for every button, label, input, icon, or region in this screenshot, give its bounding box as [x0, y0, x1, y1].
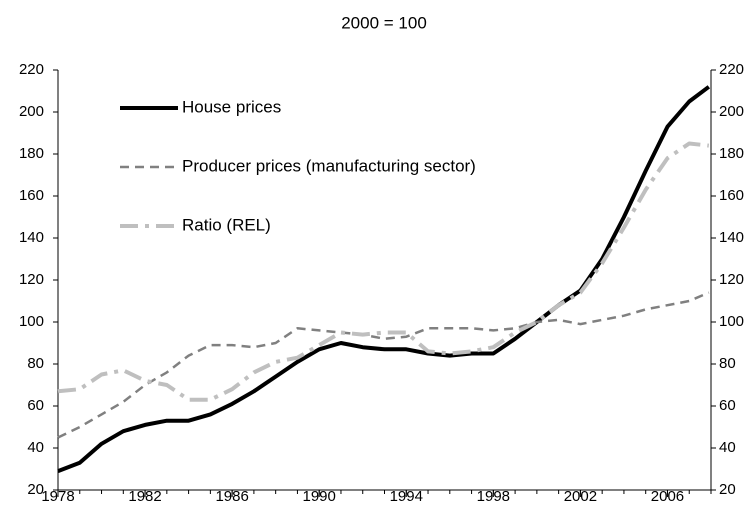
y2-tick-label: 160 — [719, 187, 744, 204]
y2-tick-label: 100 — [719, 313, 744, 330]
y-tick-label: 80 — [27, 355, 44, 372]
x-tick-label: 1978 — [41, 488, 74, 502]
y-tick-label: 160 — [19, 187, 44, 204]
y-tick-label: 100 — [19, 313, 44, 330]
y2-tick-label: 140 — [719, 229, 744, 246]
series-line — [57, 291, 710, 439]
legend-label: Producer prices (manufacturing sector) — [182, 156, 476, 175]
y-tick-label: 180 — [19, 145, 44, 162]
x-tick-label: 2006 — [651, 488, 684, 502]
y2-tick-label: 20 — [719, 481, 736, 498]
y-tick-label: 120 — [19, 271, 44, 288]
x-tick-label: 2002 — [564, 488, 597, 502]
y-tick-label: 200 — [19, 103, 44, 120]
y2-tick-label: 120 — [719, 271, 744, 288]
y2-tick-label: 80 — [719, 355, 736, 372]
series-line — [57, 141, 710, 402]
x-tick-label: 1990 — [303, 488, 336, 502]
x-tick-label: 1994 — [390, 488, 423, 502]
y2-tick-label: 220 — [719, 61, 744, 78]
series-line — [57, 85, 711, 473]
x-tick-label: 1982 — [128, 488, 161, 502]
y-tick-label: 40 — [27, 439, 44, 456]
y2-tick-label: 200 — [719, 103, 744, 120]
chart-title: 2000 = 100 — [341, 13, 427, 32]
y-tick-label: 20 — [27, 481, 44, 498]
y-tick-label: 220 — [19, 61, 44, 78]
y2-tick-label: 180 — [719, 145, 744, 162]
legend-label: Ratio (REL) — [182, 215, 271, 234]
x-tick-label: 1998 — [477, 488, 510, 502]
y2-tick-label: 60 — [719, 397, 736, 414]
legend-label: House prices — [182, 97, 281, 116]
y-tick-label: 60 — [27, 397, 44, 414]
y-tick-label: 140 — [19, 229, 44, 246]
y2-tick-label: 40 — [719, 439, 736, 456]
x-tick-label: 1986 — [215, 488, 248, 502]
